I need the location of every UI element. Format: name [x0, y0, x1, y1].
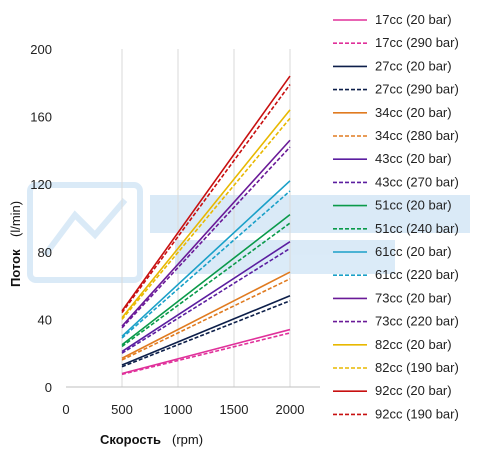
y-tick-label-1: 40: [38, 312, 52, 327]
legend-label-10: 61cc (20 bar): [375, 244, 452, 259]
y-axis-unit: (l/min): [8, 201, 23, 237]
y-axis-label: Поток: [8, 249, 23, 287]
series-line-0: [121, 328, 291, 375]
legend-label-3: 27cc (290 bar): [375, 82, 459, 97]
x-tick-label-0: 0: [62, 402, 69, 417]
legend-label-16: 92cc (20 bar): [375, 383, 452, 398]
legend-label-11: 61cc (220 bar): [375, 267, 459, 282]
y-axis-label-group: Поток (l/min): [8, 201, 23, 287]
y-tick-label-0: 0: [45, 380, 52, 395]
legend-label-5: 34cc (280 bar): [375, 128, 459, 143]
series-line-7: [121, 247, 291, 354]
y-tick-label-5: 200: [30, 42, 52, 57]
series-line-6: [121, 240, 291, 353]
legend-label-2: 27cc (20 bar): [375, 58, 452, 73]
series-line-4: [121, 271, 291, 359]
y-tick-label-2: 80: [38, 245, 52, 260]
x-axis-unit: (rpm): [172, 432, 203, 447]
series-lines: [121, 75, 291, 376]
series-line-12: [121, 139, 291, 327]
legend-label-14: 82cc (20 bar): [375, 337, 452, 352]
legend-label-12: 73cc (20 bar): [375, 290, 452, 305]
legend-label-13: 73cc (220 bar): [375, 314, 459, 329]
y-tick-label-4: 160: [30, 110, 52, 125]
series-line-11: [121, 190, 291, 339]
y-tick-label-3: 120: [30, 177, 52, 192]
x-tick-label-1: 500: [111, 402, 133, 417]
series-line-15: [121, 117, 291, 320]
series-line-5: [121, 278, 291, 361]
legend-label-0: 17cc (20 bar): [375, 12, 452, 27]
grid-lines: [121, 49, 291, 387]
x-tick-label-3: 1500: [220, 402, 249, 417]
series-line-2: [121, 295, 291, 366]
x-tick-label-4: 2000: [276, 402, 305, 417]
x-tick-label-2: 1000: [164, 402, 193, 417]
legend-label-7: 43cc (270 bar): [375, 174, 459, 189]
legend-label-1: 17cc (290 bar): [375, 35, 459, 50]
series-line-17: [121, 84, 291, 314]
series-line-10: [121, 180, 291, 337]
legend-label-9: 51cc (240 bar): [375, 221, 459, 236]
series-line-9: [121, 222, 291, 348]
legend-label-4: 34cc (20 bar): [375, 105, 452, 120]
legend: 17cc (20 bar) 17cc (290 bar) 27cc (20 bar)…: [333, 12, 459, 421]
legend-label-6: 43cc (20 bar): [375, 151, 452, 166]
series-line-14: [121, 109, 291, 319]
series-line-16: [121, 75, 291, 312]
series-line-1: [121, 332, 291, 376]
series-line-8: [121, 213, 291, 346]
legend-label-8: 51cc (20 bar): [375, 198, 452, 213]
legend-label-17: 92cc (190 bar): [375, 406, 459, 421]
legend-label-15: 82cc (190 bar): [375, 360, 459, 375]
series-line-3: [121, 300, 291, 368]
series-line-13: [121, 146, 291, 329]
x-axis-label: Скорость: [100, 432, 161, 447]
